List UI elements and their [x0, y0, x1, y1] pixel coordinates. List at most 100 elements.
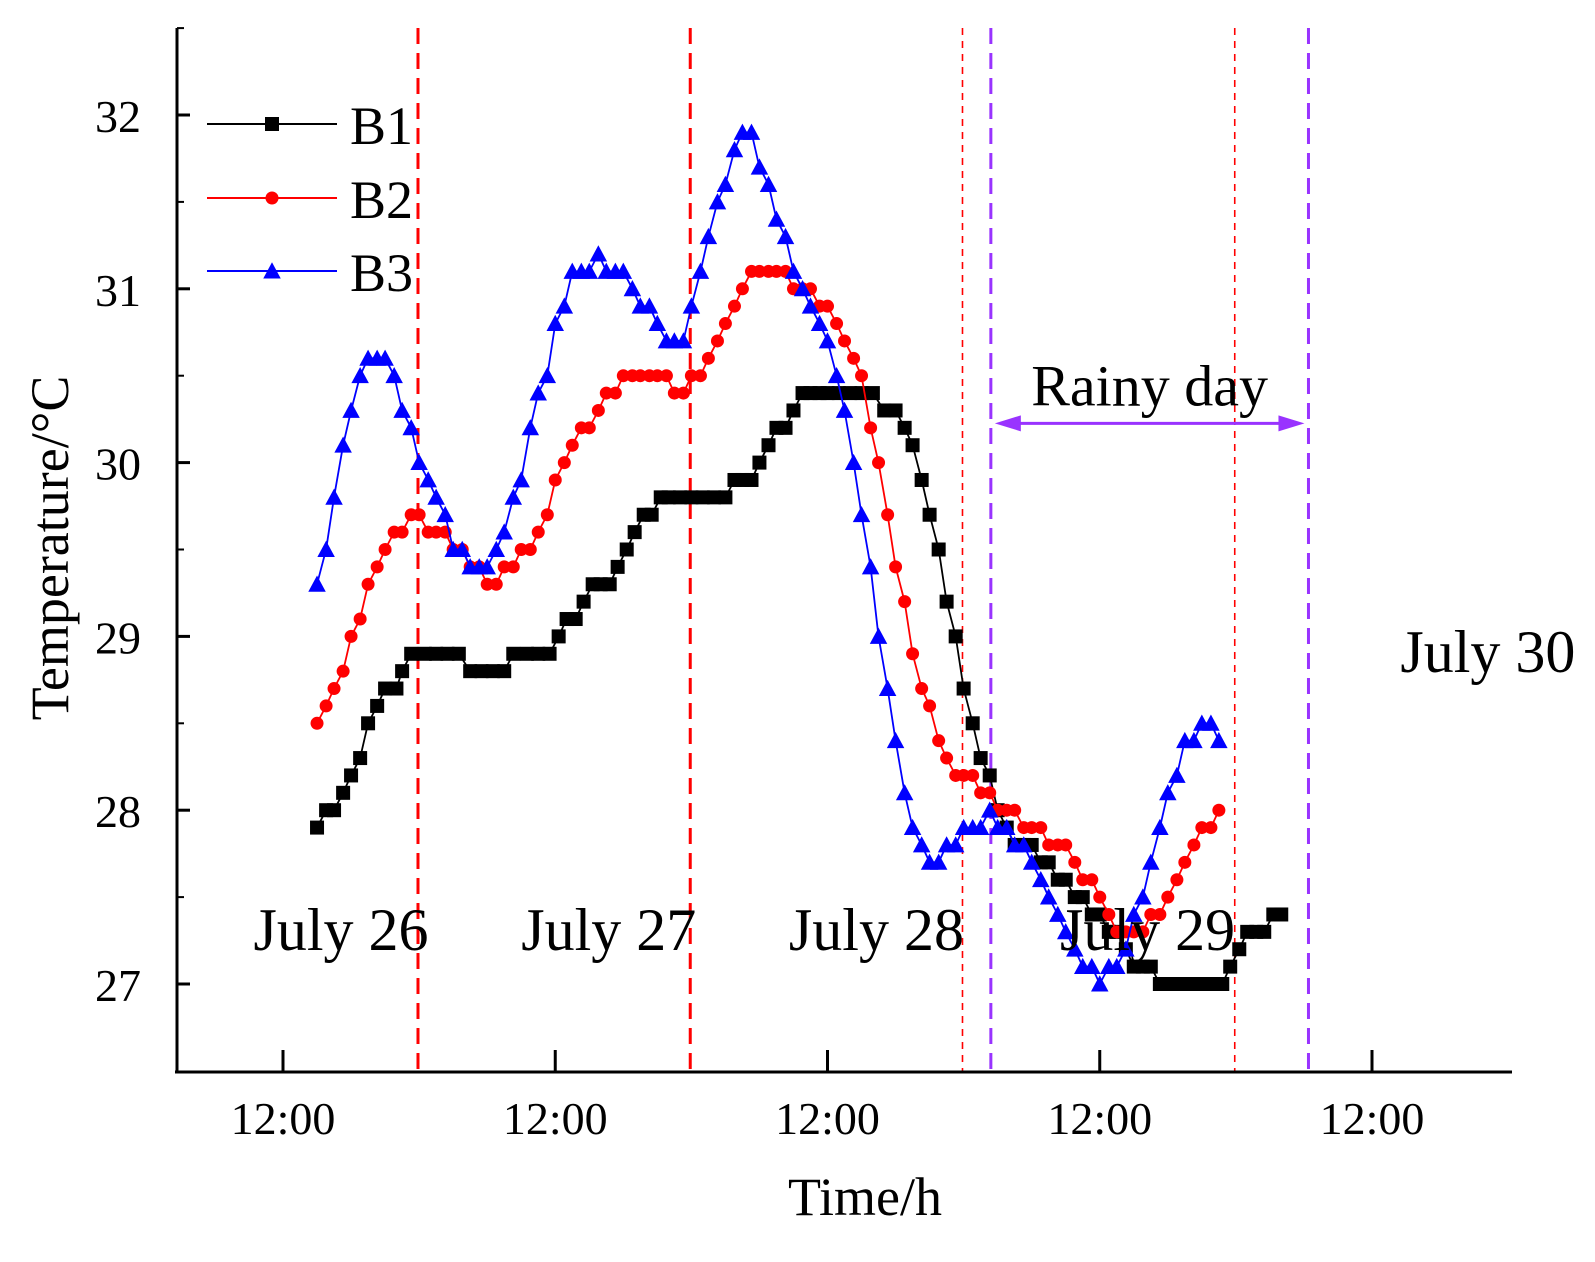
y-tick-label-32: 32 [95, 91, 141, 142]
series-b3-point-68 [878, 679, 897, 696]
day-label-5: July 30 [1400, 619, 1575, 685]
series-b3-point-15 [427, 488, 445, 505]
series-b3-point-93 [1091, 975, 1109, 992]
series-b2-point-2 [319, 699, 333, 713]
series-b1-point-24 [542, 646, 557, 661]
series-b2-point-71 [906, 647, 920, 661]
series-b2-point-63 [838, 334, 852, 348]
legend: B1 B2 B3 [207, 96, 413, 303]
series-b3-point-72 [912, 836, 931, 853]
series-b3-point-56 [776, 227, 795, 245]
series-b3-point-76 [946, 836, 965, 853]
series-b2-point-45 [684, 369, 698, 383]
series-b1-point-25 [551, 629, 566, 644]
series-b3-point-55 [767, 210, 786, 227]
day-divider-lines [416, 28, 1310, 1072]
series-b2-point-99 [1144, 907, 1158, 921]
y-tick-label-31: 31 [95, 265, 141, 316]
series-b3-point-86 [1032, 870, 1050, 888]
series-b3-point-104 [1185, 731, 1203, 749]
series-b3-point-54 [759, 175, 778, 192]
day-label-1: July 26 [254, 897, 429, 963]
series-b2-point-28 [540, 508, 554, 522]
series-b2-point-37 [616, 369, 630, 383]
series-b2-point-3 [327, 682, 341, 696]
series-b1-point-31 [602, 577, 617, 592]
series-b1-point-46 [744, 472, 759, 487]
series-b3-point-18 [453, 540, 471, 557]
series-b2-point-77 [957, 768, 971, 782]
series-b2-point-25 [514, 543, 528, 556]
series-b2-point-83 [1008, 803, 1022, 817]
series-b3-point-1 [308, 575, 326, 592]
series-b1-point-66 [931, 542, 946, 557]
series-b1-point-71 [973, 751, 988, 766]
series-b2-point-89 [1059, 838, 1073, 852]
series-b1-point-5 [344, 768, 359, 783]
series-b3-point-25 [512, 471, 530, 488]
series-b2-point-100 [1153, 907, 1167, 921]
series-b3-point-34 [589, 245, 608, 262]
series-b3-point-97 [1125, 905, 1143, 922]
series-b3-point-106 [1202, 714, 1220, 731]
series-b2-point-92 [1085, 873, 1099, 887]
series-b2-point-27 [531, 525, 545, 539]
series-b3-point-90 [1066, 940, 1084, 957]
x-tick-label-4: 12:00 [1047, 1093, 1152, 1144]
series-b2-point-6 [353, 612, 367, 626]
series-b1-point-21 [506, 646, 521, 661]
series-b3-point-11 [393, 401, 411, 418]
legend-marker-b2 [265, 191, 279, 205]
series-b3-point-23 [495, 523, 513, 540]
series-b1-point-40 [684, 490, 699, 505]
series-b1-point-105 [1274, 907, 1289, 922]
series-b2-point-61 [821, 299, 834, 313]
series-b3-point-24 [504, 488, 523, 505]
series-b2-point-7 [361, 577, 375, 591]
series-b3-point-67 [869, 627, 888, 644]
series-b2-point-106 [1204, 821, 1218, 835]
series-layer [308, 123, 1289, 992]
rainy-day-arrow-right [1278, 415, 1305, 432]
series-b3-point-33 [580, 262, 599, 279]
series-b3-point-28 [538, 366, 557, 384]
series-b1-point-55 [820, 386, 835, 401]
rainy-day-label: Rainy day [1031, 353, 1268, 418]
series-b2-point-101 [1161, 890, 1175, 904]
series-b2-point-95 [1110, 925, 1124, 939]
series-b2-point-29 [548, 473, 562, 487]
legend-item-b3: B3 [207, 243, 413, 303]
annotations-layer: July 26 July 27 July 28 July 29 July 30 Rainy… [254, 353, 1576, 962]
series-b2-point-86 [1034, 821, 1048, 835]
series-b3-point-3 [325, 488, 343, 505]
series-b3-point-10 [385, 366, 403, 384]
series-b2-point-74 [932, 734, 946, 748]
series-b2-point-80 [983, 786, 997, 800]
series-b3-point-46 [691, 262, 710, 279]
series-b2-point-62 [830, 317, 844, 331]
series-b3-point-92 [1083, 957, 1101, 975]
series-b2-point-8 [370, 560, 384, 574]
series-b3 [308, 123, 1228, 992]
series-b3-point-22 [487, 540, 506, 557]
series-b1-point-62 [897, 420, 912, 435]
series-b1-line [316, 392, 1282, 985]
series-b2-point-87 [1042, 838, 1056, 852]
series-b1-point-8 [370, 698, 385, 713]
series-b3-point-47 [699, 227, 718, 245]
series-b3-point-37 [614, 262, 633, 279]
series-b1-point-38 [661, 490, 676, 505]
series-b3-point-41 [648, 314, 667, 331]
series-b2-point-65 [855, 369, 869, 383]
series-b1-point-103 [1257, 924, 1272, 939]
series-b3-point-84 [1014, 836, 1033, 853]
series-b2-point-11 [395, 525, 409, 539]
series-b3-point-9 [376, 349, 394, 366]
series-b1-point-27 [568, 612, 583, 627]
y-axis-label: Temperature/°C [20, 376, 80, 721]
series-b2-point-22 [489, 577, 503, 591]
day-label-3: July 28 [789, 897, 964, 963]
series-b2-point-78 [966, 768, 980, 782]
series-b3-point-12 [402, 419, 420, 436]
series-b1-point-47 [752, 455, 767, 470]
